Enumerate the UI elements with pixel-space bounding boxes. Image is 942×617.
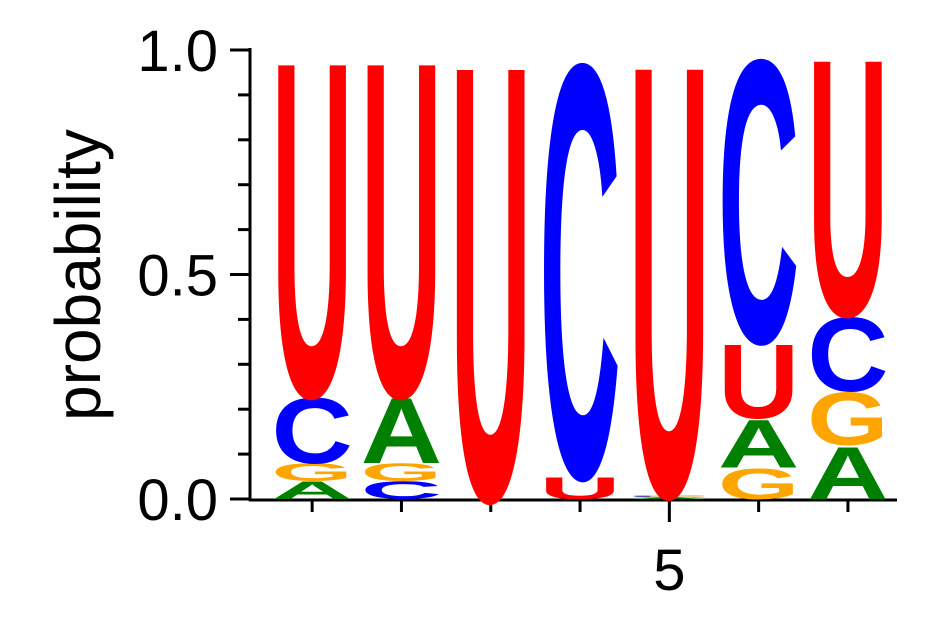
letter-glyph: G [629, 495, 710, 497]
letter-glyph: U [361, 0, 442, 498]
letter: G [361, 459, 442, 487]
letter: G [629, 495, 710, 497]
letter: U [629, 0, 710, 617]
letter-glyph: U [450, 0, 531, 617]
y-tick-label: 0.0 [137, 468, 218, 533]
letter: U [718, 323, 799, 441]
letter: U [361, 0, 442, 498]
letter: G [718, 460, 799, 509]
letter-glyph: G [272, 459, 353, 487]
letter-glyph: G [718, 460, 799, 509]
letter: A [272, 477, 353, 505]
letter: U [539, 471, 620, 506]
letter-glyph: C [272, 378, 353, 483]
x-tick-label: 5 [653, 538, 685, 603]
letter: A [718, 406, 799, 483]
letter: U [807, 0, 888, 393]
letter: U [450, 0, 531, 617]
letter-glyph: U [539, 471, 620, 506]
letter-glyph: C [361, 477, 442, 505]
letter: G [807, 378, 888, 461]
letter-glyph: C [539, 0, 620, 603]
letter: C [629, 496, 710, 498]
letter-glyph: A [629, 497, 710, 499]
letter: A [807, 432, 888, 516]
letter-glyph: U [629, 0, 710, 617]
letter-glyph: G [361, 459, 442, 487]
letter-glyph: A [361, 378, 442, 483]
letter-glyph: A [272, 477, 353, 505]
letter-glyph: U [807, 0, 888, 393]
y-tick-label: 1.0 [137, 19, 218, 84]
letter: A [361, 378, 442, 483]
y-axis-label: probability [42, 129, 114, 421]
letter-glyph: A [807, 432, 888, 516]
letter: G [272, 459, 353, 487]
letter: C [361, 477, 442, 505]
letter-glyph: U [718, 323, 799, 441]
letter-glyph: A [718, 406, 799, 483]
letter: U [272, 0, 353, 498]
letter-glyph: U [272, 0, 353, 498]
letter-glyph: C [629, 496, 710, 498]
letter: C [539, 0, 620, 603]
letter: C [807, 296, 888, 414]
letter-glyph: C [807, 296, 888, 414]
letter-glyph: G [807, 378, 888, 461]
y-tick-label: 0.5 [137, 244, 218, 309]
letter-glyph: C [718, 0, 799, 429]
letter: C [272, 378, 353, 483]
letter: C [718, 0, 799, 429]
letter: A [629, 497, 710, 499]
